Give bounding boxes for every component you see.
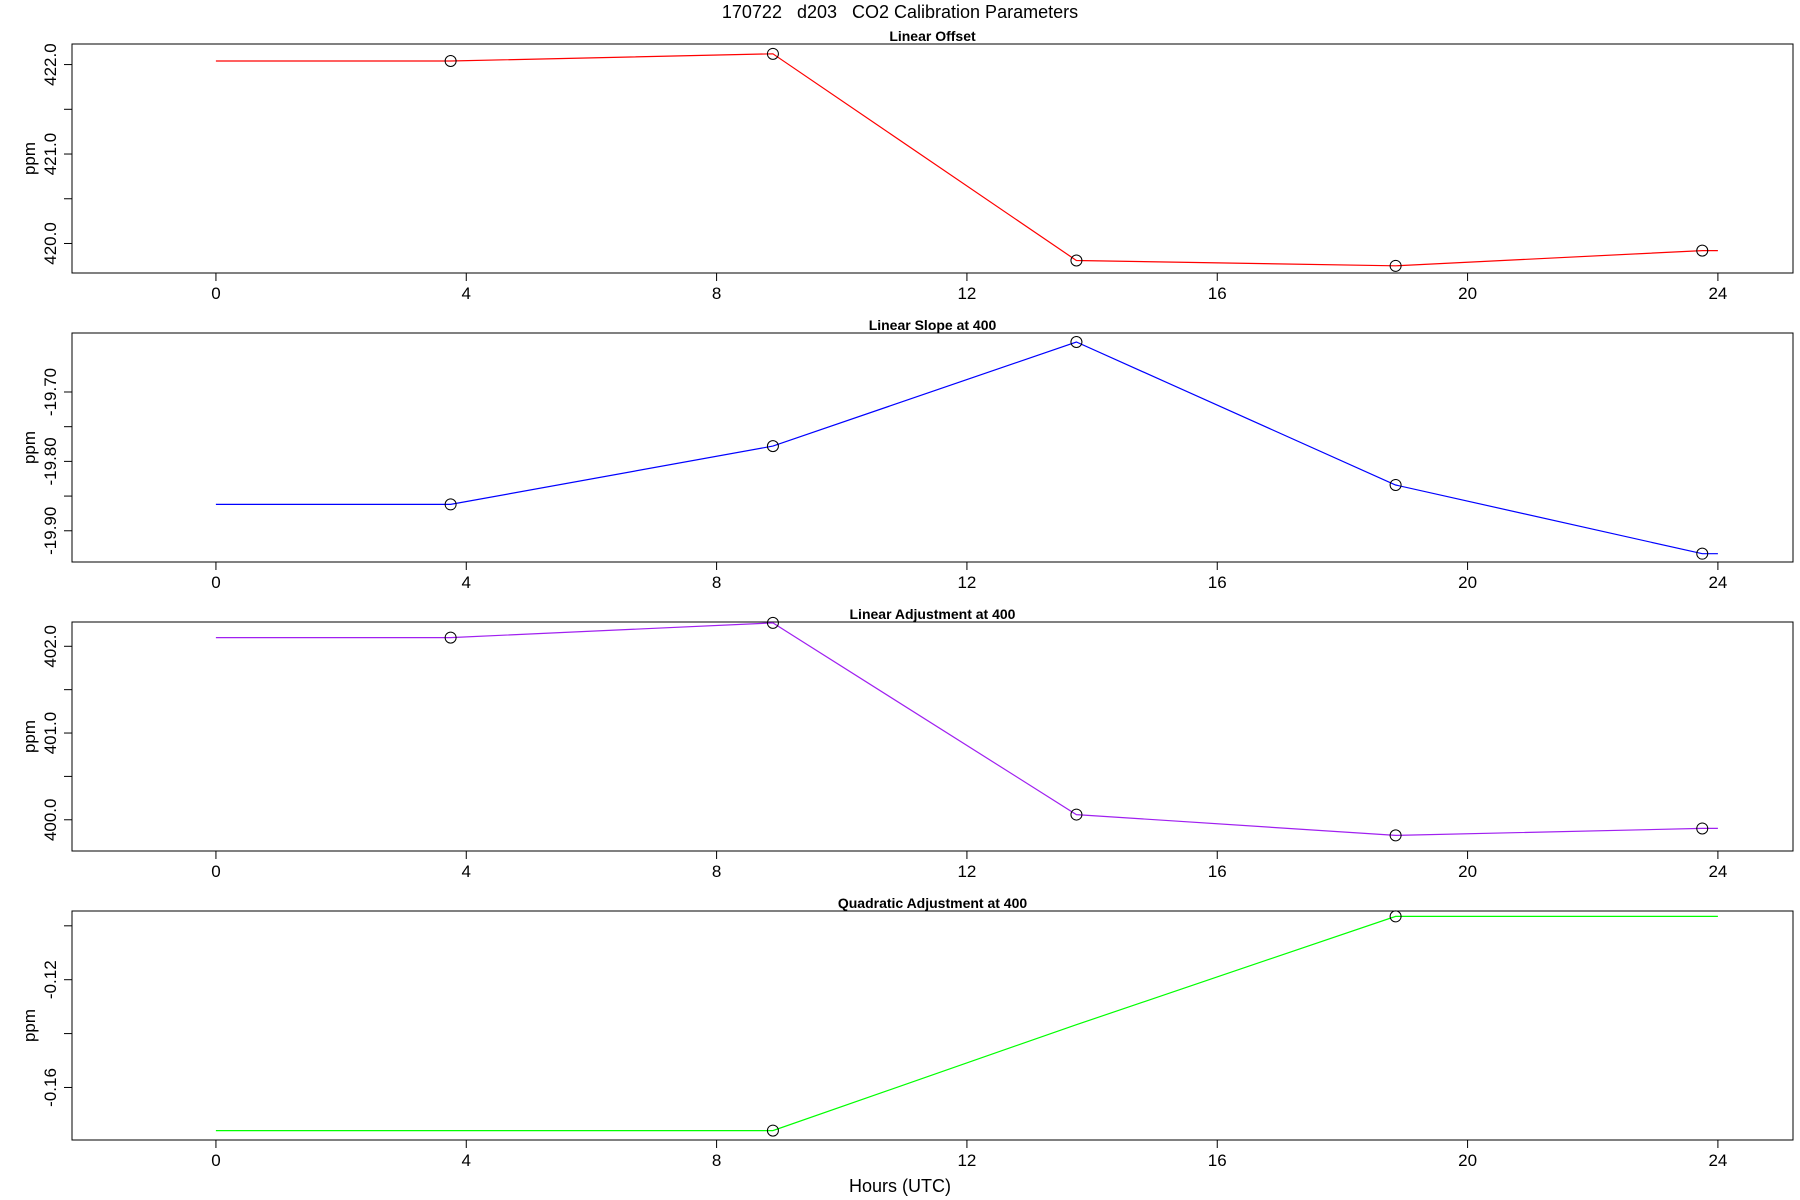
data-point <box>1070 336 1083 349</box>
x-tick-label: 8 <box>712 862 721 881</box>
data-point <box>444 631 457 644</box>
plot-frame <box>71 910 1794 1141</box>
x-tick-label: 4 <box>462 284 471 303</box>
data-point <box>1389 259 1402 272</box>
x-tick-label: 12 <box>957 862 976 881</box>
series-line <box>215 915 1718 1132</box>
data-point <box>1696 822 1709 835</box>
series-line <box>215 622 1718 837</box>
y-tick-label: 401.0 <box>41 712 60 755</box>
x-axis-label: Hours (UTC) <box>849 1176 951 1196</box>
data-point <box>444 54 457 67</box>
x-tick-label: 24 <box>1708 1151 1727 1170</box>
panel-linear-slope: Linear Slope at 400 0 4 8 12 16 20 24 -19.90 -19.… <box>20 317 1794 592</box>
x-tick-label: 8 <box>712 284 721 303</box>
panel-linear-adjustment: Linear Adjustment at 400 0 4 8 12 16 20 24 400.0… <box>20 606 1794 881</box>
x-tick-label: 24 <box>1708 284 1727 303</box>
panel-linear-offset: Linear Offset 0 4 8 12 16 20 24 420.0 421.0 422.0 p… <box>20 28 1794 303</box>
panel-quadratic-adjustment: Quadratic Adjustment at 400 0 4 8 12 16 20 24 -0… <box>20 895 1794 1170</box>
x-tick-label: 8 <box>712 1151 721 1170</box>
y-tick-label: -0.12 <box>41 960 60 999</box>
y-tick-label: 400.0 <box>41 798 60 841</box>
data-point <box>766 440 779 453</box>
panel-title: Quadratic Adjustment at 400 <box>838 895 1028 911</box>
y-axis-label: ppm <box>20 720 39 753</box>
x-tick-label: 4 <box>462 862 471 881</box>
x-tick-label: 16 <box>1208 284 1227 303</box>
y-tick-label: 422.0 <box>41 43 60 86</box>
y-tick-label: -19.80 <box>41 437 60 485</box>
x-tick-label: 8 <box>712 573 721 592</box>
data-point <box>1070 808 1083 821</box>
x-tick-label: 4 <box>462 1151 471 1170</box>
x-tick-label: 0 <box>211 573 220 592</box>
panel-title: Linear Adjustment at 400 <box>850 606 1016 622</box>
x-tick-label: 12 <box>957 284 976 303</box>
y-tick-label: 420.0 <box>41 222 60 265</box>
panel-title: Linear Slope at 400 <box>869 317 997 333</box>
data-point <box>1696 547 1709 560</box>
x-tick-label: 20 <box>1458 862 1477 881</box>
series-line <box>215 341 1718 555</box>
x-tick-label: 20 <box>1458 284 1477 303</box>
x-tick-label: 16 <box>1208 862 1227 881</box>
x-tick-label: 12 <box>957 573 976 592</box>
data-point <box>766 47 779 60</box>
x-tick-label: 0 <box>211 284 220 303</box>
x-tick-label: 16 <box>1208 1151 1227 1170</box>
data-point <box>444 498 457 511</box>
panel-title: Linear Offset <box>889 28 976 44</box>
series-line <box>215 53 1718 267</box>
data-point <box>1389 478 1402 491</box>
y-tick-label: -0.16 <box>41 1068 60 1107</box>
x-tick-label: 0 <box>211 862 220 881</box>
y-axis-label: ppm <box>20 431 39 464</box>
x-tick-label: 24 <box>1708 573 1727 592</box>
data-point <box>1070 254 1083 267</box>
x-tick-label: 24 <box>1708 862 1727 881</box>
plot-frame <box>71 43 1794 274</box>
data-point <box>766 616 779 629</box>
x-tick-label: 16 <box>1208 573 1227 592</box>
y-tick-label: -19.70 <box>41 368 60 416</box>
x-tick-label: 0 <box>211 1151 220 1170</box>
data-point <box>766 1124 779 1137</box>
y-axis-label: ppm <box>20 142 39 175</box>
data-point <box>1389 829 1402 842</box>
y-tick-label: -19.90 <box>41 507 60 555</box>
plot-frame <box>71 621 1794 852</box>
y-tick-label: 421.0 <box>41 133 60 176</box>
plot-frame <box>71 332 1794 563</box>
x-tick-label: 20 <box>1458 1151 1477 1170</box>
x-tick-label: 20 <box>1458 573 1477 592</box>
y-tick-label: 402.0 <box>41 625 60 668</box>
data-point <box>1696 244 1709 257</box>
x-tick-label: 4 <box>462 573 471 592</box>
x-tick-label: 12 <box>957 1151 976 1170</box>
data-point <box>1389 910 1402 923</box>
y-axis-label: ppm <box>20 1009 39 1042</box>
figure-title: 170722 d203 CO2 Calibration Parameters <box>721 2 1079 22</box>
